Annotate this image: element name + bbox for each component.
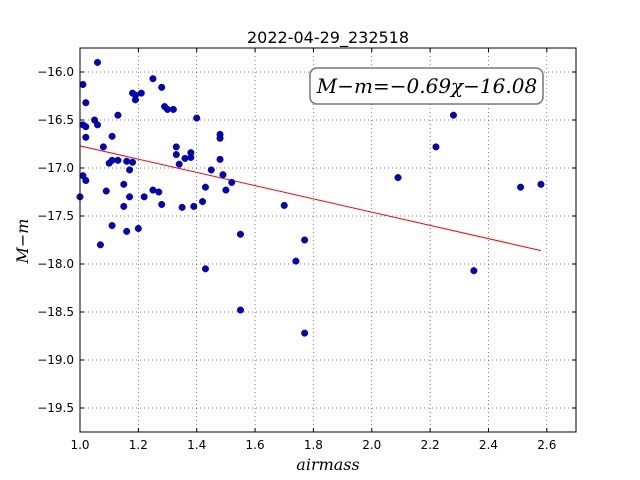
data-point	[187, 149, 195, 157]
data-point	[449, 111, 457, 119]
data-point	[432, 143, 440, 151]
data-point	[190, 202, 198, 210]
data-point	[108, 156, 116, 164]
y-tick-label: −16.5	[37, 113, 74, 127]
x-tick-label: 1.6	[246, 438, 265, 452]
data-point	[99, 143, 107, 151]
data-point	[149, 186, 157, 194]
y-tick-label: −19.5	[37, 401, 74, 415]
y-tick-label: −18.0	[37, 257, 74, 271]
data-point	[158, 83, 166, 91]
data-point	[123, 157, 131, 165]
data-point	[236, 230, 244, 238]
data-point	[517, 183, 525, 191]
data-point	[222, 186, 230, 194]
data-point	[137, 89, 145, 97]
data-point	[158, 200, 166, 208]
x-tick-label: 1.8	[304, 438, 323, 452]
data-point	[155, 188, 163, 196]
data-point	[394, 174, 402, 182]
x-tick-label: 2.0	[362, 438, 381, 452]
data-point	[216, 134, 224, 142]
data-point	[149, 75, 157, 83]
data-point	[114, 156, 122, 164]
data-point	[108, 132, 116, 140]
y-tick-label: −17.0	[37, 161, 74, 175]
data-point	[126, 166, 134, 174]
chart-title: 2022-04-29_232518	[247, 28, 409, 48]
annotation-box	[309, 67, 544, 105]
x-tick-label: 2.4	[479, 438, 498, 452]
x-tick-label: 1.2	[129, 438, 148, 452]
data-point	[164, 105, 172, 113]
data-point	[82, 123, 90, 131]
data-point	[228, 178, 236, 186]
data-point	[181, 154, 189, 162]
data-point	[175, 160, 183, 168]
data-points	[76, 58, 545, 337]
data-point	[216, 155, 224, 163]
data-point	[126, 193, 134, 201]
data-point	[207, 166, 215, 174]
grid	[79, 48, 576, 432]
fit-line	[79, 145, 542, 252]
data-point	[292, 257, 300, 265]
data-point	[280, 201, 288, 209]
fit-equation: M−m=−0.69χ−16.08	[316, 74, 537, 98]
x-tick-label: 2.2	[421, 438, 440, 452]
data-point	[301, 236, 309, 244]
data-point	[201, 183, 209, 191]
data-point	[123, 227, 131, 235]
data-point	[199, 198, 207, 206]
data-point	[114, 111, 122, 119]
data-point	[193, 114, 201, 122]
data-point	[79, 80, 87, 88]
data-point	[120, 202, 128, 210]
plot-frame	[79, 47, 577, 433]
x-tick-label: 2.6	[537, 438, 556, 452]
data-point	[108, 222, 116, 230]
data-point	[96, 241, 104, 249]
data-point	[236, 306, 244, 314]
data-point	[102, 187, 110, 195]
data-point	[140, 193, 148, 201]
data-point	[537, 180, 545, 188]
y-tick-label: −17.5	[37, 209, 74, 223]
data-point	[82, 133, 90, 141]
data-point	[131, 91, 139, 99]
data-point	[301, 329, 309, 337]
x-tick-label: 1.0	[70, 438, 89, 452]
y-axis-label: M−m	[13, 219, 32, 265]
data-point	[172, 151, 180, 159]
data-point	[82, 176, 90, 184]
data-point	[178, 203, 186, 211]
data-point	[129, 158, 137, 166]
data-point	[201, 265, 209, 273]
fit-annotation: M−m=−0.69χ−16.08	[309, 67, 544, 105]
data-point	[172, 143, 180, 151]
data-point	[134, 224, 142, 232]
y-tick-label: −16.0	[37, 65, 74, 79]
x-tick-label: 1.4	[187, 438, 206, 452]
data-point	[169, 105, 177, 113]
data-point	[94, 121, 102, 129]
data-point	[120, 180, 128, 188]
fit-line-group	[79, 145, 542, 252]
data-point	[94, 58, 102, 66]
data-point	[219, 171, 227, 179]
y-tick-label: −19.0	[37, 353, 74, 367]
axis-ticks: 1.0 1.2 1.4 1.6 1.8 2.0 2.2 2.4 2.6 −16.0 −16.5 −17…	[37, 48, 576, 452]
y-tick-label: −18.5	[37, 305, 74, 319]
data-point	[82, 99, 90, 107]
data-point	[470, 267, 478, 275]
x-axis-label: airmass	[296, 455, 359, 474]
